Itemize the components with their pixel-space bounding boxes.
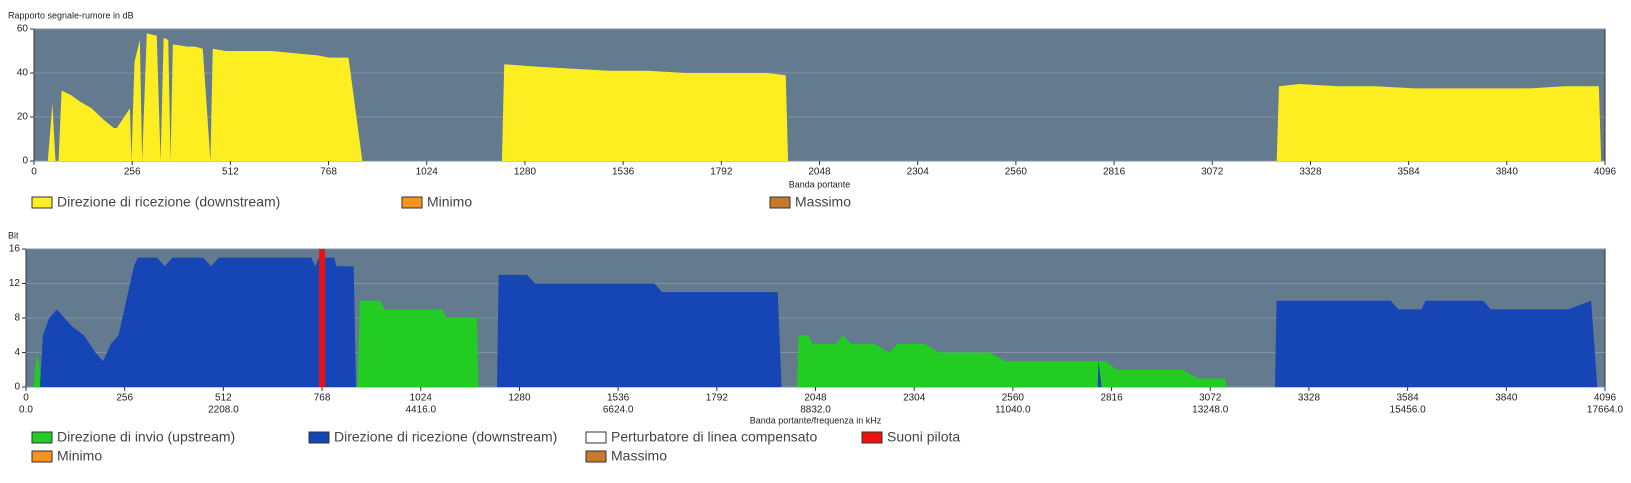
y-tick-label: 20 <box>17 112 29 123</box>
y-tick-label: 4 <box>14 347 20 358</box>
legend-label: Direzione di invio (upstream) <box>57 429 235 445</box>
x-axis-label: Banda portante/frequenza in kHz <box>750 415 882 425</box>
x2-tick-label: 0.0 <box>19 405 33 416</box>
x-tick-label: 4096 <box>1594 167 1617 178</box>
x-tick-label: 3072 <box>1199 393 1222 404</box>
x2-tick-label: 11040.0 <box>995 405 1031 416</box>
area <box>1097 361 1102 387</box>
area <box>1276 84 1602 161</box>
chart-title: Bit <box>8 230 19 240</box>
x-tick-label: 2048 <box>804 393 827 404</box>
x-tick-label: 2816 <box>1103 167 1126 178</box>
x-tick-label: 2304 <box>903 393 926 404</box>
area <box>796 335 1227 387</box>
x-tick-label: 512 <box>222 167 239 178</box>
area <box>47 33 363 161</box>
x-tick-label: 3328 <box>1299 167 1322 178</box>
legend-label: Suoni pilota <box>887 429 960 445</box>
legend-label: Minimo <box>427 194 472 210</box>
area <box>497 274 782 387</box>
x-tick-label: 768 <box>314 393 331 404</box>
x2-tick-label: 8832.0 <box>800 405 831 416</box>
x-tick-label: 2048 <box>808 167 831 178</box>
x2-tick-label: 13248.0 <box>1192 405 1229 416</box>
y-tick-label: 0 <box>14 382 20 393</box>
legend-swatch <box>401 196 423 209</box>
x-tick-label: 1280 <box>508 393 531 404</box>
legend-swatch <box>31 431 53 444</box>
area <box>357 300 479 387</box>
x-tick-label: 2816 <box>1100 393 1123 404</box>
legend-swatch <box>31 196 53 209</box>
x2-tick-label: 17664.0 <box>1587 405 1624 416</box>
legend-swatch <box>31 450 53 463</box>
y-tick-label: 60 <box>17 24 29 35</box>
x-tick-label: 1792 <box>706 393 729 404</box>
x-tick-label: 512 <box>215 393 232 404</box>
x-tick-label: 256 <box>124 167 141 178</box>
x-axis-label: Banda portante <box>789 179 851 189</box>
legend-swatch <box>861 431 883 444</box>
legend-swatch <box>308 431 330 444</box>
x-tick-label: 0 <box>31 167 37 178</box>
y-tick-label: 40 <box>17 68 29 79</box>
legend-label: Perturbatore di linea compensato <box>611 429 817 445</box>
x-tick-label: 256 <box>116 393 133 404</box>
area <box>33 352 42 387</box>
x-tick-label: 0 <box>23 393 29 404</box>
x-tick-label: 1280 <box>514 167 537 178</box>
x2-tick-label: 4416.0 <box>405 405 436 416</box>
x-tick-label: 3328 <box>1298 393 1321 404</box>
area <box>501 64 789 161</box>
x-tick-label: 3840 <box>1496 167 1519 178</box>
x-tick-label: 2304 <box>907 167 930 178</box>
x-tick-label: 3584 <box>1397 393 1420 404</box>
x2-tick-label: 2208.0 <box>208 405 239 416</box>
y-tick-label: 16 <box>9 244 21 255</box>
x-tick-label: 4096 <box>1594 393 1617 404</box>
x-tick-label: 3840 <box>1495 393 1518 404</box>
x-tick-label: 1792 <box>710 167 733 178</box>
x-tick-label: 1024 <box>410 393 433 404</box>
legend-label: Direzione di ricezione (downstream) <box>57 194 280 210</box>
legend-label: Minimo <box>57 448 102 464</box>
x-tick-label: 1536 <box>607 393 630 404</box>
area <box>39 257 356 387</box>
y-tick-label: 8 <box>14 313 20 324</box>
legend-label: Direzione di ricezione (downstream) <box>334 429 557 445</box>
legend-swatch <box>769 196 791 209</box>
x-tick-label: 3584 <box>1398 167 1421 178</box>
legend-swatch <box>585 431 607 444</box>
x-tick-label: 1536 <box>612 167 635 178</box>
area <box>1275 300 1598 387</box>
pilot-bar <box>319 249 326 387</box>
x-tick-label: 2560 <box>1005 167 1028 178</box>
legend-swatch <box>585 450 607 463</box>
x2-tick-label: 15456.0 <box>1390 405 1427 416</box>
legend-label: Massimo <box>795 194 851 210</box>
y-tick-label: 0 <box>22 156 28 167</box>
x-tick-label: 2560 <box>1002 393 1025 404</box>
chart-title: Rapporto segnale-rumore in dB <box>8 10 134 20</box>
legend-label: Massimo <box>611 448 667 464</box>
x-tick-label: 768 <box>320 167 337 178</box>
x-tick-label: 1024 <box>416 167 439 178</box>
x-tick-label: 3072 <box>1201 167 1224 178</box>
x2-tick-label: 6624.0 <box>603 405 634 416</box>
y-tick-label: 12 <box>9 278 21 289</box>
